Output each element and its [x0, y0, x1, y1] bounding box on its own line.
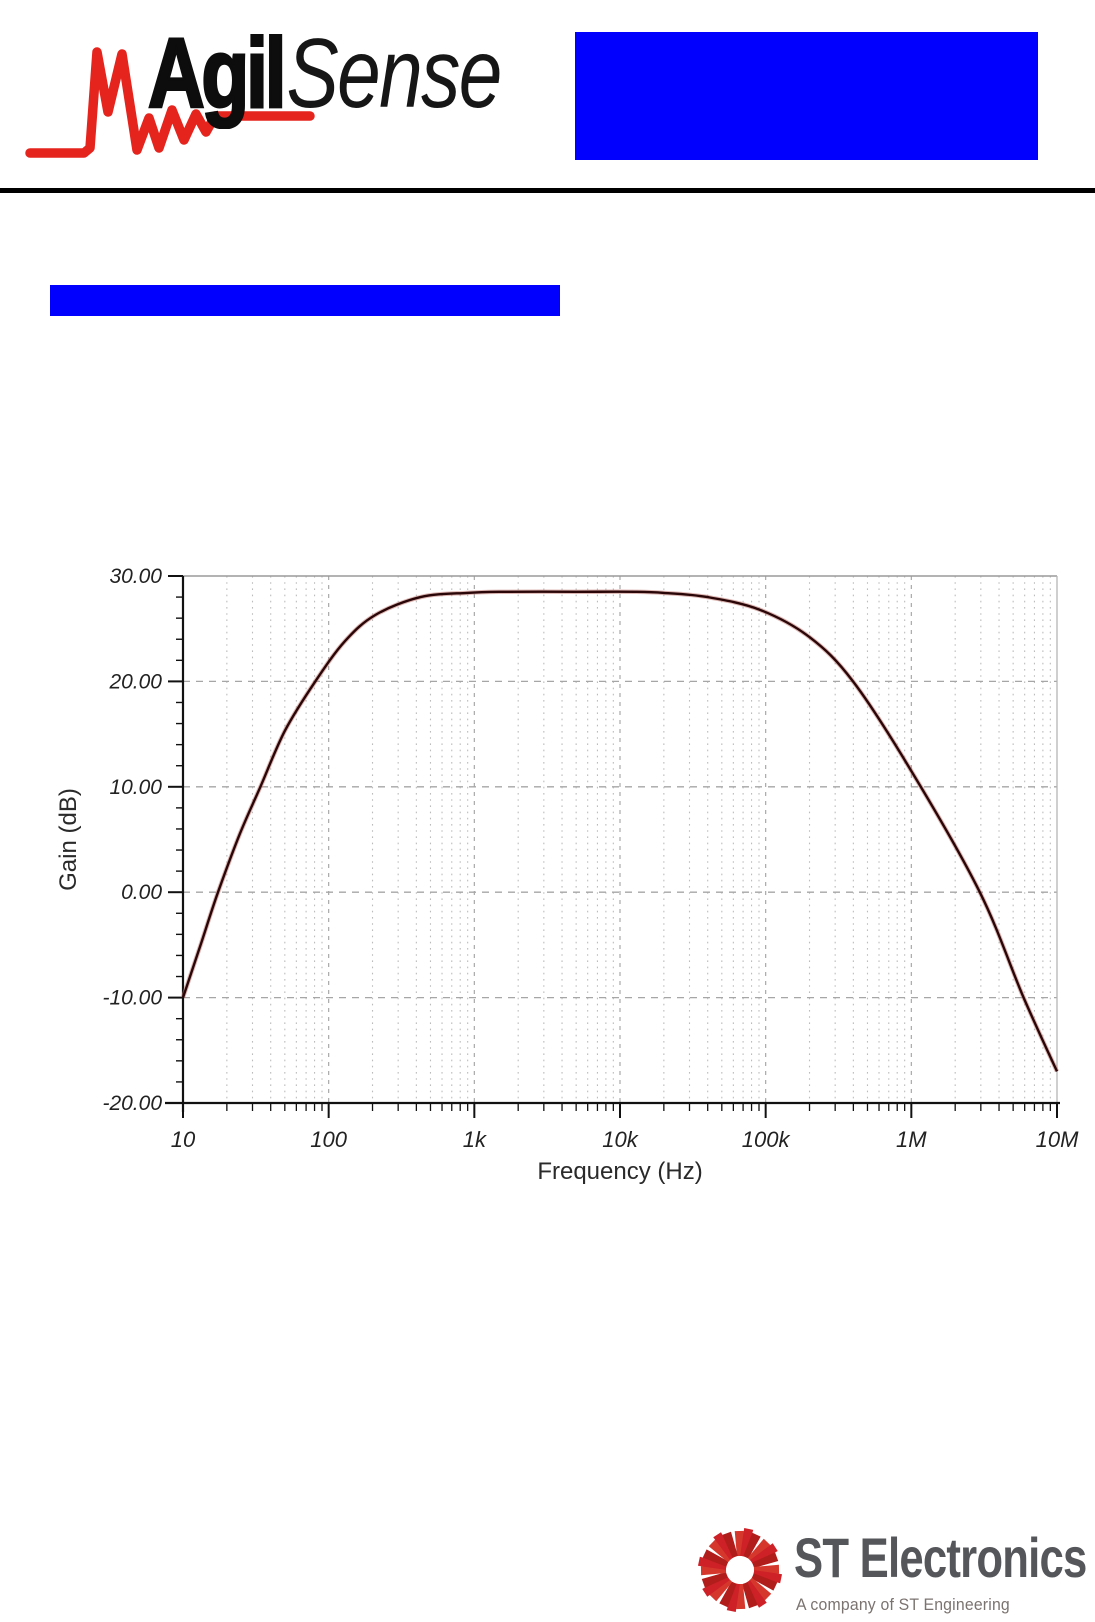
starburst-ray-group — [708, 1531, 738, 1563]
starburst-wedge — [708, 1539, 732, 1563]
starburst-ray — [726, 1583, 740, 1613]
starburst-ray — [719, 1581, 737, 1608]
gain-curve — [181, 590, 1059, 1072]
starburst-wedge — [745, 1580, 767, 1608]
x-axis-title: Frequency (Hz) — [537, 1158, 702, 1185]
starburst-wedge — [722, 1531, 738, 1558]
starburst-ray-group — [751, 1564, 782, 1591]
starburst-ray — [750, 1543, 778, 1565]
starburst-ray-group — [719, 1581, 746, 1613]
x-tick-label: 1k — [463, 1127, 487, 1152]
starburst-wedge — [702, 1575, 730, 1597]
starburst-wedge — [702, 1549, 729, 1567]
starburst-ray — [702, 1549, 729, 1567]
starburst-ray — [742, 1582, 758, 1609]
gain-vs-frequency-chart: 30.00 20.00 10.00 0.00 -10.00 -20.00 10 100 1k 10… — [55, 565, 1079, 1185]
starburst-ray — [753, 1570, 782, 1584]
starburst-wedge — [752, 1552, 779, 1568]
heartbeat-waveform-icon — [25, 47, 315, 158]
y-tick-label: 30.00 — [109, 565, 162, 588]
starburst-ray — [709, 1578, 733, 1602]
starburst-ray-group — [734, 1527, 761, 1559]
starburst-ray — [743, 1532, 761, 1559]
starburst-ray — [748, 1577, 772, 1601]
agilsense-logo: AgilSense — [0, 0, 560, 190]
starburst-center — [726, 1556, 754, 1584]
starburst-wedge — [750, 1543, 778, 1565]
st-logo-text-block: ST Electronics A company of ST Engineeri… — [794, 1530, 1095, 1615]
starburst-wedge — [713, 1532, 735, 1560]
y-tick-label: 0.00 — [121, 881, 162, 904]
starburst-wedge — [743, 1532, 761, 1559]
starburst-wedge — [698, 1556, 727, 1570]
starburst-ray — [745, 1580, 767, 1608]
starburst-wedge — [748, 1577, 772, 1601]
y-axis-title: Gain (dB) — [55, 788, 82, 891]
starburst-wedge — [709, 1578, 733, 1602]
starburst-wedge — [747, 1538, 771, 1562]
starburst-ray — [698, 1556, 727, 1570]
starburst-ray — [701, 1572, 728, 1588]
starburst-ray — [752, 1552, 779, 1568]
y-tick-label: 10.00 — [109, 776, 162, 799]
brand-wordmark: AgilSense — [147, 23, 503, 124]
starburst-ray — [740, 1527, 754, 1557]
st-electronics-logo: ST Electronics A company of ST Engineeri… — [698, 1524, 1095, 1622]
st-logo-tagline: A company of ST Engineering — [796, 1595, 1010, 1614]
x-tick-label: 100 — [310, 1127, 347, 1152]
starburst-wedge — [742, 1582, 758, 1609]
starburst-wedge — [753, 1570, 782, 1584]
redacted-block-top-right — [575, 32, 1038, 160]
x-tick-label: 100k — [742, 1127, 791, 1152]
x-tick-label: 10M — [1036, 1127, 1079, 1152]
starburst-ray — [708, 1539, 732, 1563]
y-tick-label: 20.00 — [108, 670, 162, 693]
starburst-ray-group — [701, 1572, 733, 1602]
starburst-wedge — [740, 1527, 754, 1557]
brand-word-sense: Sense — [286, 18, 502, 128]
starburst-icon — [698, 1527, 782, 1613]
starburst-ray-group — [742, 1577, 772, 1609]
header-divider — [0, 188, 1095, 193]
starburst-wedge — [701, 1572, 728, 1588]
starburst-ray — [747, 1538, 771, 1562]
brand-word-agil: Agil — [147, 18, 288, 128]
x-tick-label: 10 — [171, 1127, 196, 1152]
y-tick-label: -20.00 — [102, 1092, 162, 1115]
starburst-ray-group — [747, 1538, 779, 1568]
x-tick-label: 10k — [602, 1127, 638, 1152]
y-tick-label: -10.00 — [102, 987, 162, 1010]
starburst-wedge — [726, 1583, 740, 1613]
starburst-ray-group — [698, 1549, 729, 1576]
x-tick-label: 1M — [896, 1127, 927, 1152]
starburst-ray — [702, 1575, 730, 1597]
starburst-ray — [751, 1573, 778, 1591]
redacted-heading-bar — [50, 285, 560, 316]
starburst-wedge — [719, 1581, 737, 1608]
starburst-wedge — [751, 1573, 778, 1591]
st-logo-name: ST Electronics — [794, 1526, 1087, 1589]
starburst-ray — [713, 1532, 735, 1560]
starburst-ray — [722, 1531, 738, 1558]
